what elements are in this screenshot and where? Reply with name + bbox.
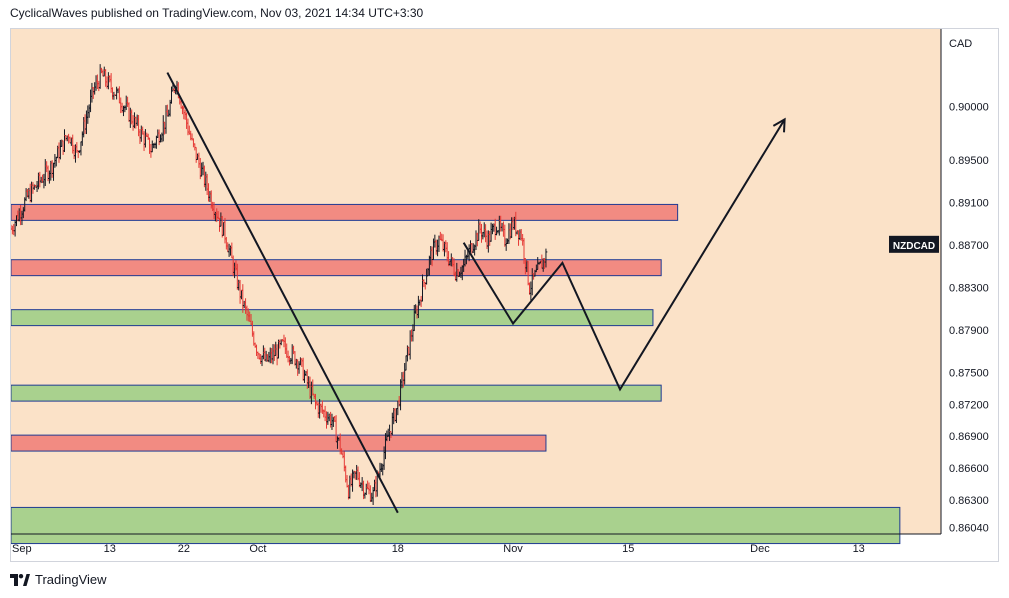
price-tick-label: 0.87900 (949, 325, 989, 337)
price-chart[interactable]: CAD 0.90000 0.89500 0.89100 0.88700 0.88300 0.… (11, 29, 998, 561)
time-tick-label: 18 (392, 543, 404, 555)
candle (544, 248, 548, 268)
publication-caption: CyclicalWaves published on TradingView.c… (10, 6, 424, 20)
price-tick-label: 0.86040 (949, 523, 989, 535)
time-tick-label: 22 (178, 543, 190, 555)
time-tick-label: 13 (853, 543, 865, 555)
footer-branding: TradingView (10, 572, 107, 587)
time-tick-label: 13 (104, 543, 116, 555)
time-tick-label: Dec (750, 543, 770, 555)
trendline[interactable] (166, 72, 399, 514)
support-zone-1[interactable] (11, 309, 654, 327)
projection-path[interactable] (462, 118, 786, 392)
tradingview-brand[interactable]: TradingView (35, 572, 107, 587)
price-axis: CAD 0.90000 0.89500 0.89100 0.88700 0.88300 0.… (889, 29, 989, 535)
price-tick-label: 0.90000 (949, 102, 989, 114)
price-tick-label: 0.87200 (949, 399, 989, 411)
price-tick-label: 0.86300 (949, 495, 989, 507)
drawings-layer (166, 72, 786, 514)
resistance-zone-3[interactable] (11, 434, 547, 452)
time-tick-label: 15 (622, 543, 634, 555)
time-tick-label: Nov (503, 543, 523, 555)
price-tick-label: 0.87500 (949, 367, 989, 379)
resistance-zone-1[interactable] (11, 203, 679, 221)
time-tick-label: Sep (12, 543, 32, 555)
support-zone-3[interactable] (11, 506, 901, 545)
chart-background (11, 29, 941, 534)
time-tick-label: Oct (249, 543, 266, 555)
axis-currency-label: CAD (949, 38, 972, 50)
price-tick-label: 0.86600 (949, 463, 989, 475)
projection-arrowhead (772, 117, 786, 133)
chart-panel[interactable]: CAD 0.90000 0.89500 0.89100 0.88700 0.88300 0.… (10, 28, 999, 562)
zones-layer (11, 203, 901, 545)
current-symbol-tag: NZDCAD (889, 235, 939, 253)
price-tick-label: 0.88700 (949, 240, 989, 252)
price-tick-label: 0.89500 (949, 155, 989, 167)
price-tick-label: 0.86900 (949, 431, 989, 443)
time-axis: Sep 13 22 Oct 18 Nov 15 Dec 13 (11, 533, 941, 555)
svg-text:NZDCAD: NZDCAD (893, 241, 935, 252)
candles-layer (11, 64, 548, 505)
price-tick-label: 0.88300 (949, 282, 989, 294)
price-tick-label: 0.89100 (949, 197, 989, 209)
tradingview-logo-icon (10, 573, 30, 586)
resistance-zone-2[interactable] (11, 259, 662, 277)
